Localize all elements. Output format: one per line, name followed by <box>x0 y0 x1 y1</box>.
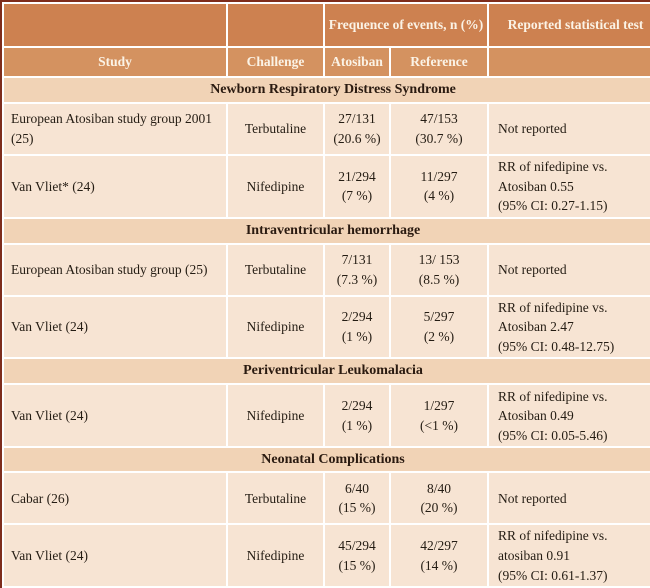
column-header-challenge: Challenge <box>228 48 323 76</box>
header-row-columns: Study Challenge Atosiban Reference <box>4 48 650 76</box>
reference-cell: 47/153 (30.7 %) <box>391 104 488 154</box>
column-header-study: Study <box>4 48 226 76</box>
table-row: Cabar (26) Terbutaline 6/40 (15 %) 8/40 … <box>4 473 650 524</box>
column-header-empty <box>489 48 650 76</box>
atosiban-cell: 2/294 (1 %) <box>325 296 389 358</box>
column-header-reference: Reference <box>391 48 488 76</box>
reference-cell: 13/ 153 (8.5 %) <box>391 244 488 295</box>
study-cell: Van Vliet (24) <box>4 385 226 447</box>
study-cell: Van Vliet (24) <box>4 525 226 587</box>
atosiban-cell: 21/294 (7 %) <box>325 156 389 217</box>
reference-cell: 42/297 (14 %) <box>391 525 488 587</box>
table-row: European Atosiban study group (25) Terbu… <box>4 244 650 295</box>
study-cell: Van Vliet* (24) <box>4 156 226 217</box>
header-frequency-of-events: Frequence of events, n (%) <box>325 4 488 46</box>
stat-test-cell: RR of nifedipine vs. Atosiban 2.47 (95% … <box>489 296 650 358</box>
study-cell: Van Vliet (24) <box>4 296 226 358</box>
reference-cell: 8/40 (20 %) <box>391 473 488 524</box>
section-row: Intraventricular hemorrhage <box>4 218 650 243</box>
stat-test-cell: Not reported <box>489 244 650 295</box>
section-title-neonatal-complications: Neonatal Complications <box>4 448 650 472</box>
challenge-cell: Terbutaline <box>228 104 323 154</box>
challenge-cell: Terbutaline <box>228 473 323 524</box>
reference-cell: 11/297 (4 %) <box>391 156 488 217</box>
reference-cell: 5/297 (2 %) <box>391 296 488 358</box>
atosiban-cell: 27/131 (20.6 %) <box>325 104 389 154</box>
section-title-newborn-rds: Newborn Respiratory Distress Syndrome <box>4 78 650 102</box>
section-row: Newborn Respiratory Distress Syndrome <box>4 78 650 102</box>
stat-test-cell: RR of nifedipine vs. atosiban 0.91 (95% … <box>489 525 650 587</box>
section-title-intraventricular-hemorrhage: Intraventricular hemorrhage <box>4 218 650 243</box>
study-cell: European Atosiban study group 2001 (25) <box>4 104 226 154</box>
stat-test-cell: Not reported <box>489 473 650 524</box>
header-row-groups: Frequence of events, n (%) Reported stat… <box>4 4 650 46</box>
atosiban-cell: 45/294 (15 %) <box>325 525 389 587</box>
challenge-cell: Terbutaline <box>228 244 323 295</box>
header-spacer-study <box>4 4 226 46</box>
header-reported-statistical-test: Reported statistical test <box>489 4 650 46</box>
atosiban-cell: 6/40 (15 %) <box>325 473 389 524</box>
stat-test-cell: RR of nifedipine vs. Atosiban 0.49 (95% … <box>489 385 650 447</box>
stat-test-cell: Not reported <box>489 104 650 154</box>
table-row: Van Vliet (24) Nifedipine 45/294 (15 %) … <box>4 525 650 587</box>
atosiban-cell: 2/294 (1 %) <box>325 385 389 447</box>
challenge-cell: Nifedipine <box>228 525 323 587</box>
stat-test-cell: RR of nifedipine vs. Atosiban 0.55 (95% … <box>489 156 650 217</box>
atosiban-cell: 7/131 (7.3 %) <box>325 244 389 295</box>
reference-cell: 1/297 (<1 %) <box>391 385 488 447</box>
section-row: Neonatal Complications <box>4 448 650 472</box>
study-cell: European Atosiban study group (25) <box>4 244 226 295</box>
table-row: European Atosiban study group 2001 (25) … <box>4 104 650 154</box>
challenge-cell: Nifedipine <box>228 156 323 217</box>
challenge-cell: Nifedipine <box>228 296 323 358</box>
header-spacer-challenge <box>228 4 323 46</box>
table-row: Van Vliet (24) Nifedipine 2/294 (1 %) 1/… <box>4 385 650 447</box>
table-row: Van Vliet (24) Nifedipine 2/294 (1 %) 5/… <box>4 296 650 358</box>
section-title-periventricular-leukomalacia: Periventricular Leukomalacia <box>4 359 650 384</box>
study-cell: Cabar (26) <box>4 473 226 524</box>
section-row: Periventricular Leukomalacia <box>4 359 650 384</box>
column-header-atosiban: Atosiban <box>325 48 389 76</box>
table-row: Van Vliet* (24) Nifedipine 21/294 (7 %) … <box>4 156 650 217</box>
challenge-cell: Nifedipine <box>228 385 323 447</box>
